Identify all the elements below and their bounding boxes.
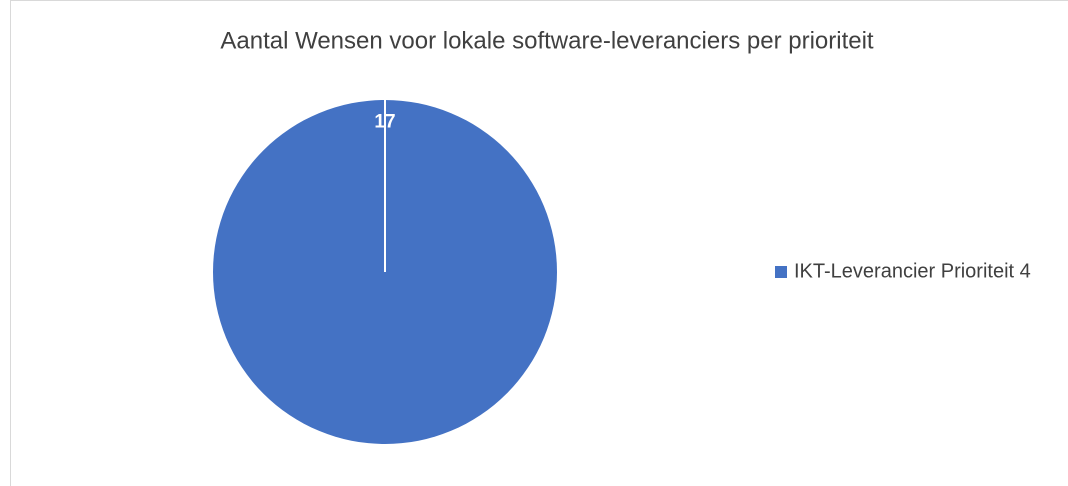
chart-title: Aantal Wensen voor lokale software-lever… [220, 27, 874, 54]
legend-swatch [775, 266, 787, 278]
legend-label: IKT-Leverancier Prioriteit 4 [794, 260, 1031, 282]
data-label: 17 [374, 111, 395, 132]
